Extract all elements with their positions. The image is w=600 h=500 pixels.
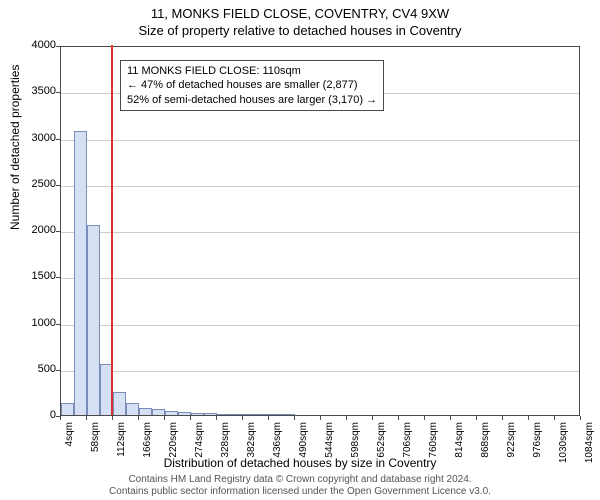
x-tick-mark (294, 416, 295, 420)
x-tick-label: 274sqm (194, 422, 205, 466)
x-tick-label: 814sqm (454, 422, 465, 466)
y-tick-label: 1500 (16, 270, 56, 282)
x-tick-mark (346, 416, 347, 420)
histogram-bar (126, 403, 139, 415)
x-tick-mark (398, 416, 399, 420)
x-tick-label: 1030sqm (558, 422, 569, 466)
x-tick-label: 220sqm (168, 422, 179, 466)
x-tick-mark (450, 416, 451, 420)
y-tick-mark (56, 185, 60, 186)
x-tick-label: 328sqm (220, 422, 231, 466)
x-tick-label: 652sqm (376, 422, 387, 466)
histogram-bar (152, 409, 165, 415)
annotation-line: ← 47% of detached houses are smaller (2,… (127, 78, 377, 92)
gridline (61, 278, 579, 279)
x-tick-label: 436sqm (272, 422, 283, 466)
histogram-bar (217, 414, 230, 415)
x-tick-mark (476, 416, 477, 420)
histogram-bar (282, 414, 295, 415)
histogram-bar (61, 403, 74, 415)
y-tick-label: 3500 (16, 85, 56, 97)
histogram-bar (165, 411, 178, 415)
histogram-bar (256, 414, 269, 415)
y-tick-mark (56, 46, 60, 47)
histogram-bar (74, 131, 87, 415)
x-tick-mark (190, 416, 191, 420)
x-tick-mark (60, 416, 61, 420)
chart-container: 11, MONKS FIELD CLOSE, COVENTRY, CV4 9XW… (0, 0, 600, 500)
y-tick-label: 500 (16, 363, 56, 375)
y-tick-mark (56, 92, 60, 93)
histogram-bar (230, 414, 243, 415)
histogram-bar (243, 414, 256, 415)
x-tick-mark (268, 416, 269, 420)
x-tick-label: 760sqm (428, 422, 439, 466)
x-tick-label: 112sqm (116, 422, 127, 466)
histogram-bar (191, 413, 204, 415)
y-tick-label: 4000 (16, 39, 56, 51)
x-tick-mark (216, 416, 217, 420)
gridline (61, 371, 579, 372)
gridline (61, 140, 579, 141)
footer-attribution: Contains HM Land Registry data © Crown c… (0, 474, 600, 498)
x-tick-label: 976sqm (532, 422, 543, 466)
x-tick-label: 868sqm (480, 422, 491, 466)
x-tick-mark (138, 416, 139, 420)
annotation-line: 52% of semi-detached houses are larger (… (127, 93, 377, 107)
x-tick-label: 382sqm (246, 422, 257, 466)
x-tick-mark (320, 416, 321, 420)
annotation-line: 11 MONKS FIELD CLOSE: 110sqm (127, 64, 377, 78)
title-sub: Size of property relative to detached ho… (0, 21, 600, 38)
y-tick-mark (56, 139, 60, 140)
x-tick-label: 490sqm (298, 422, 309, 466)
x-tick-label: 544sqm (324, 422, 335, 466)
x-tick-mark (554, 416, 555, 420)
x-tick-label: 166sqm (142, 422, 153, 466)
y-tick-mark (56, 324, 60, 325)
x-tick-mark (580, 416, 581, 420)
title-main: 11, MONKS FIELD CLOSE, COVENTRY, CV4 9XW (0, 0, 600, 21)
y-tick-mark (56, 277, 60, 278)
y-tick-label: 2500 (16, 178, 56, 190)
histogram-bar (269, 414, 282, 415)
gridline (61, 186, 579, 187)
x-tick-mark (242, 416, 243, 420)
footer-line1: Contains HM Land Registry data © Crown c… (0, 474, 600, 486)
x-tick-mark (528, 416, 529, 420)
y-tick-label: 1000 (16, 317, 56, 329)
x-tick-mark (424, 416, 425, 420)
gridline (61, 325, 579, 326)
footer-line2: Contains public sector information licen… (0, 486, 600, 498)
histogram-bar (113, 392, 126, 415)
x-tick-label: 922sqm (506, 422, 517, 466)
property-marker-line (111, 45, 113, 415)
gridline (61, 232, 579, 233)
y-tick-mark (56, 231, 60, 232)
x-tick-mark (164, 416, 165, 420)
histogram-bar (87, 225, 100, 415)
x-tick-label: 598sqm (350, 422, 361, 466)
histogram-bar (178, 412, 191, 415)
annotation-callout: 11 MONKS FIELD CLOSE: 110sqm← 47% of det… (120, 60, 384, 111)
histogram-bar (139, 408, 152, 415)
x-tick-label: 4sqm (64, 422, 75, 466)
x-tick-mark (372, 416, 373, 420)
y-tick-label: 3000 (16, 132, 56, 144)
x-tick-label: 706sqm (402, 422, 413, 466)
y-tick-label: 2000 (16, 224, 56, 236)
x-tick-label: 58sqm (90, 422, 101, 466)
histogram-bar (204, 413, 217, 415)
x-tick-mark (502, 416, 503, 420)
y-tick-mark (56, 370, 60, 371)
x-tick-mark (112, 416, 113, 420)
y-tick-label: 0 (16, 409, 56, 421)
x-tick-label: 1084sqm (584, 422, 595, 466)
x-tick-mark (86, 416, 87, 420)
